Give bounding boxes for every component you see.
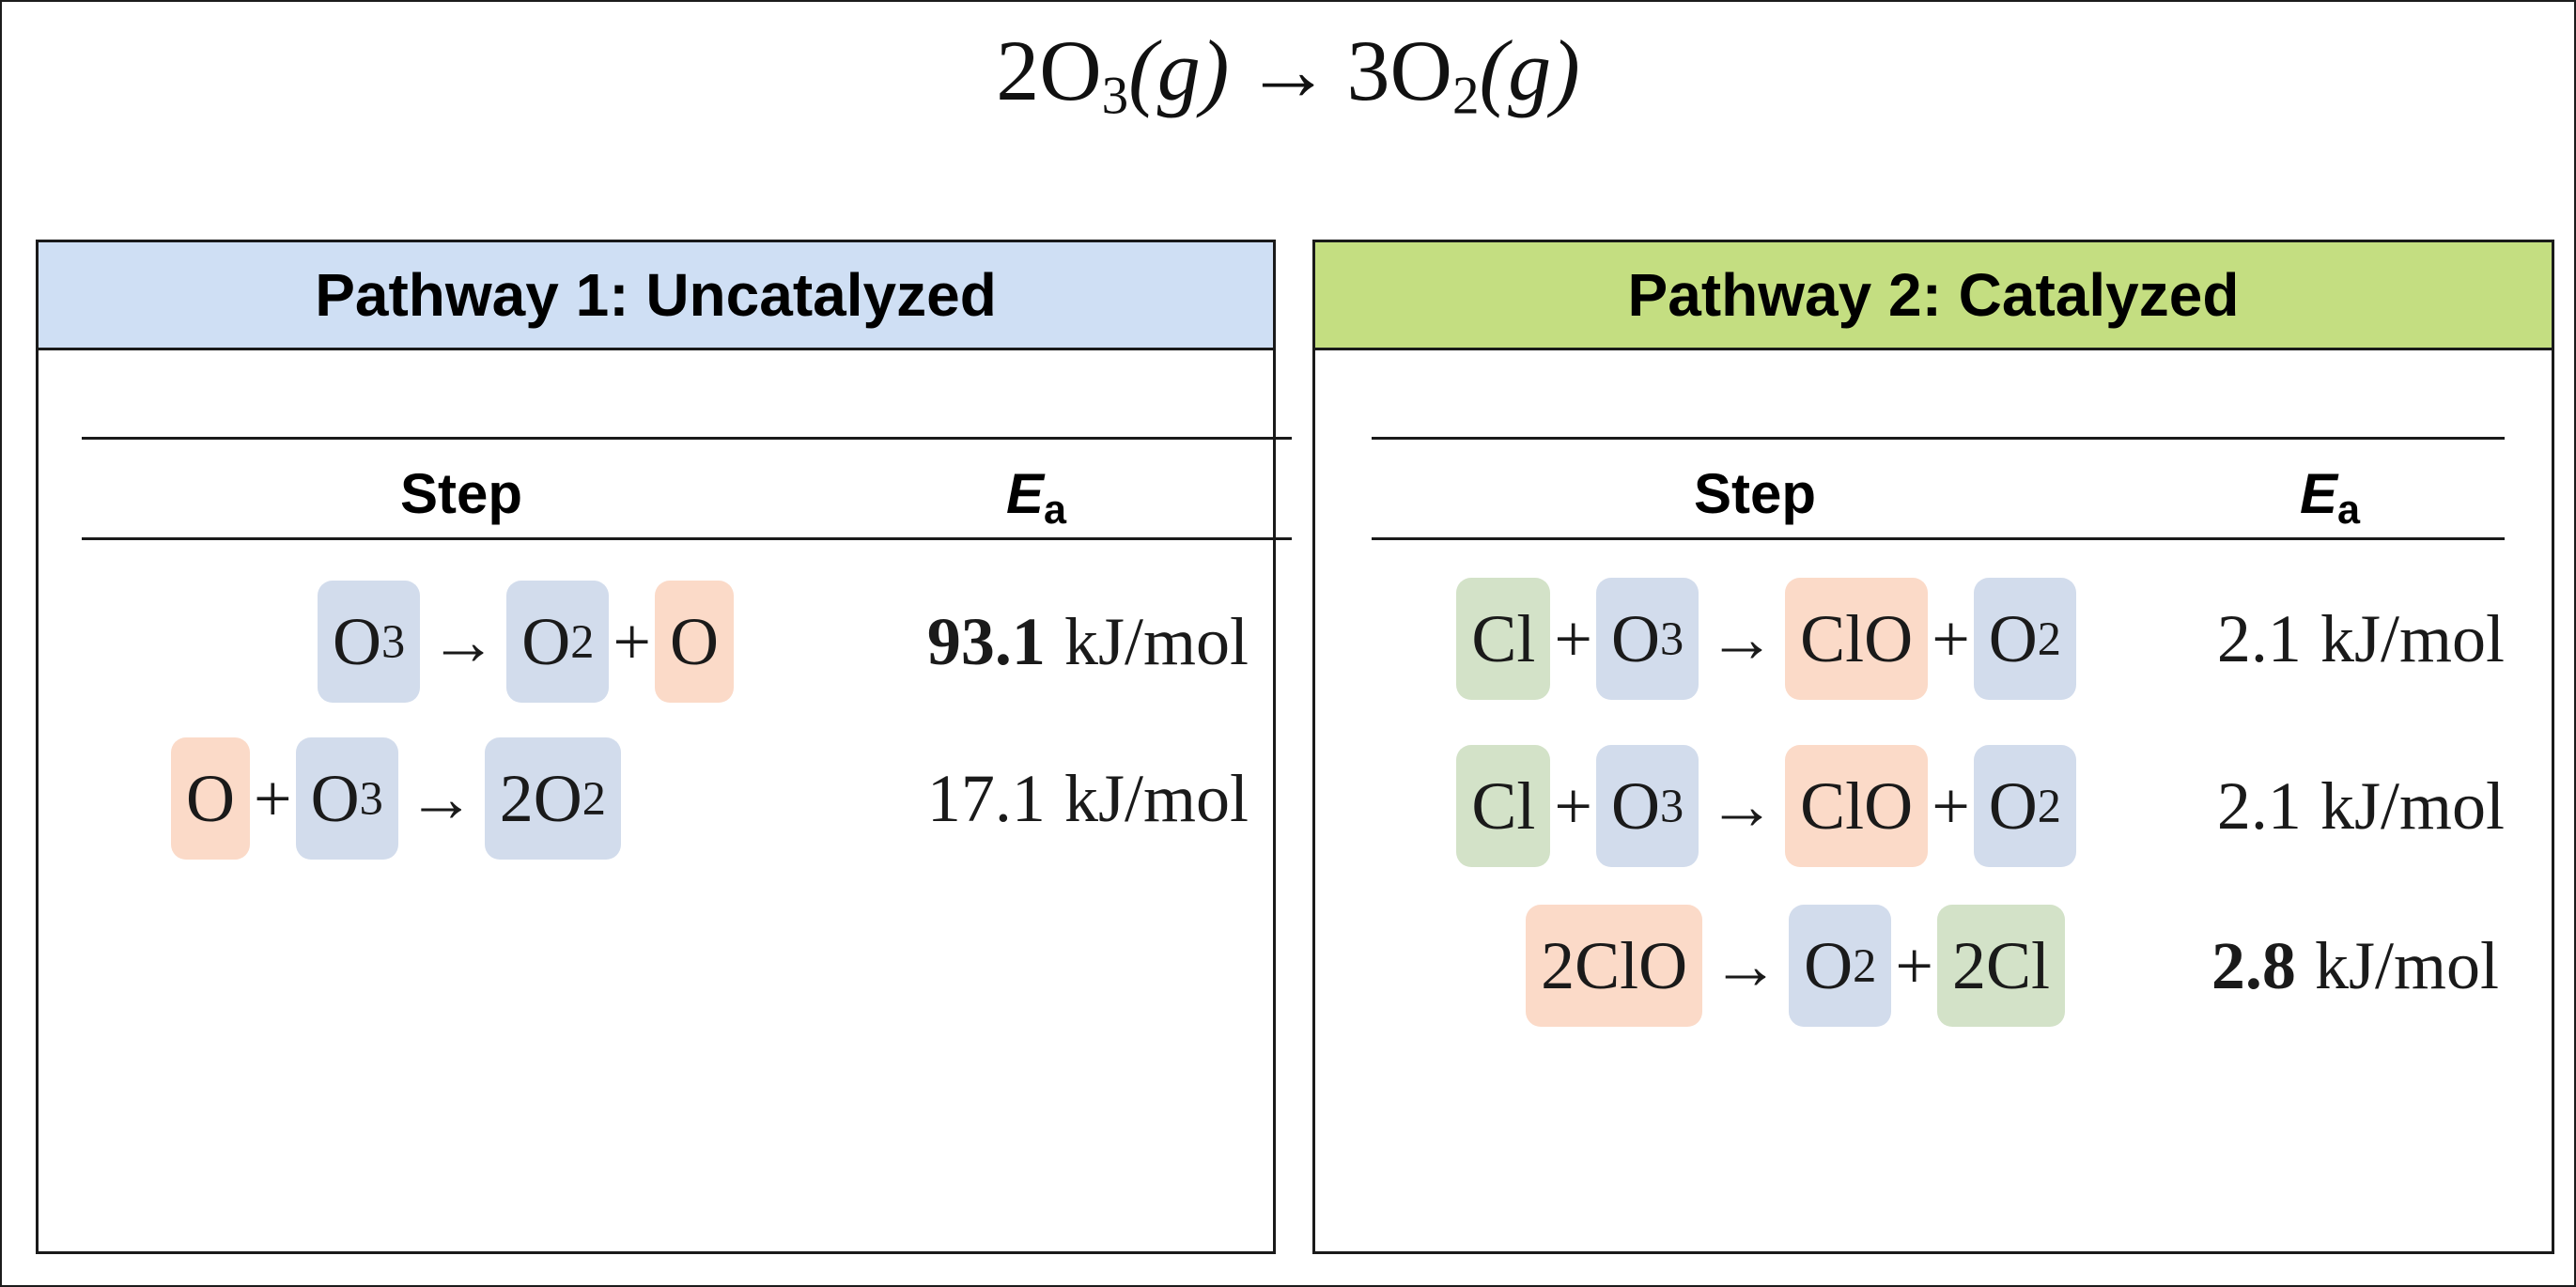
ea-value: 2.1 (2216, 600, 2302, 676)
plus-sign: + (613, 603, 651, 679)
species-formula: O (310, 760, 360, 836)
species-formula: O (670, 603, 719, 679)
species-box: ClO (1785, 578, 1929, 700)
species-formula: 2O (499, 760, 582, 836)
ea-letter: E (2300, 462, 2338, 525)
ea-value: 17.1 (926, 760, 1046, 836)
ea-unit: kJ/mol (2320, 768, 2505, 844)
reaction-arrow: → (1712, 927, 1780, 1003)
step-activation-energy: 2.8 kJ/mol (2123, 905, 2499, 1027)
species-box: O (170, 737, 250, 860)
ea-unit: kJ/mol (2314, 927, 2499, 1003)
species-formula: 2ClO (1541, 927, 1688, 1003)
ea-subscript: a (2337, 487, 2361, 533)
species-formula: O (521, 603, 571, 679)
reactant-formula: O (1039, 23, 1102, 118)
species-box: Cl (1456, 578, 1551, 700)
plus-sign: + (253, 760, 292, 836)
species-formula: O (1804, 927, 1854, 1003)
step-activation-energy: 2.1 kJ/mol (2123, 578, 2505, 700)
reaction-arrow: → (1245, 23, 1331, 118)
step-activation-energy: 93.1 kJ/mol (790, 581, 1249, 703)
table-header-rule (1372, 537, 2505, 540)
pathway2-panel: Pathway 2: Catalyzed Step Ea Cl + O 3 → ClO + O… (1312, 240, 2554, 1254)
ea-unit: kJ/mol (2320, 600, 2505, 676)
reactant-subscript: 3 (1101, 66, 1129, 126)
species-box: O (655, 581, 734, 703)
reactant-coef: 2 (996, 23, 1040, 118)
species-formula: O (1988, 600, 2038, 676)
ea-value: 93.1 (926, 603, 1046, 679)
step-activation-energy: 2.1 kJ/mol (2123, 745, 2505, 867)
reaction-arrow: → (429, 603, 498, 679)
species-formula: O (1610, 768, 1660, 844)
species-box: ClO (1785, 745, 1929, 867)
table-top-rule (1372, 437, 2505, 440)
ea-unit: kJ/mol (1063, 760, 1249, 836)
reaction-arrow: → (1708, 600, 1777, 676)
product-coef: 3 (1346, 23, 1390, 118)
product-formula: O (1389, 23, 1452, 118)
species-formula: O (1988, 768, 2038, 844)
plus-sign: + (1554, 768, 1592, 844)
species-formula: 2Cl (1951, 927, 2050, 1003)
species-box: 2O 2 (484, 737, 621, 860)
reactant-state: (g) (1128, 23, 1230, 118)
ea-unit: kJ/mol (1063, 603, 1249, 679)
species-formula: O (332, 603, 381, 679)
step-column-header: Step (1694, 462, 1817, 525)
reaction-arrow: → (1708, 768, 1777, 844)
species-formula: ClO (1800, 600, 1914, 676)
overall-reaction: 2O3(g) → 3O2(g) (2, 19, 2574, 122)
step-equation: O 3 → O 2 + O (76, 581, 734, 703)
step-equation: Cl + O 3 → ClO + O 2 (1343, 745, 2076, 867)
table-header-rule (82, 537, 1292, 540)
ea-value: 2.8 (2211, 927, 2296, 1003)
species-formula: O (1610, 600, 1660, 676)
pathway1-panel: Pathway 1: Uncatalyzed Step Ea O 3 → O 2 + O 9… (36, 240, 1292, 1254)
step-column-header: Step (400, 462, 523, 525)
ea-column-header: Ea (2300, 466, 2360, 531)
reaction-arrow: → (407, 760, 475, 836)
ea-value: 2.1 (2216, 768, 2302, 844)
plus-sign: + (1932, 600, 1970, 676)
ea-subscript: a (1044, 487, 1067, 533)
species-formula: O (185, 760, 235, 836)
step-activation-energy: 17.1 kJ/mol (790, 737, 1249, 860)
species-formula: ClO (1800, 768, 1914, 844)
plus-sign: + (1932, 768, 1970, 844)
species-formula: Cl (1471, 768, 1536, 844)
plus-sign: + (1554, 600, 1592, 676)
product-state: (g) (1479, 23, 1580, 118)
species-box: Cl (1456, 745, 1551, 867)
ea-column-header: Ea (1006, 466, 1066, 531)
step-equation: Cl + O 3 → ClO + O 2 (1343, 578, 2076, 700)
pathway2-title: Pathway 2: Catalyzed (1315, 242, 2552, 350)
plus-sign: + (1895, 927, 1933, 1003)
species-box: 2ClO (1526, 905, 1703, 1027)
product-subscript: 2 (1452, 66, 1480, 126)
species-formula: Cl (1471, 600, 1536, 676)
table-top-rule (82, 437, 1292, 440)
species-box: 2Cl (1936, 905, 2065, 1027)
ea-letter: E (1006, 462, 1045, 525)
step-equation: O + O 3 → 2O 2 (76, 737, 621, 860)
pathway1-title: Pathway 1: Uncatalyzed (39, 242, 1273, 350)
step-equation: 2ClO → O 2 +2Cl (1343, 905, 2065, 1027)
